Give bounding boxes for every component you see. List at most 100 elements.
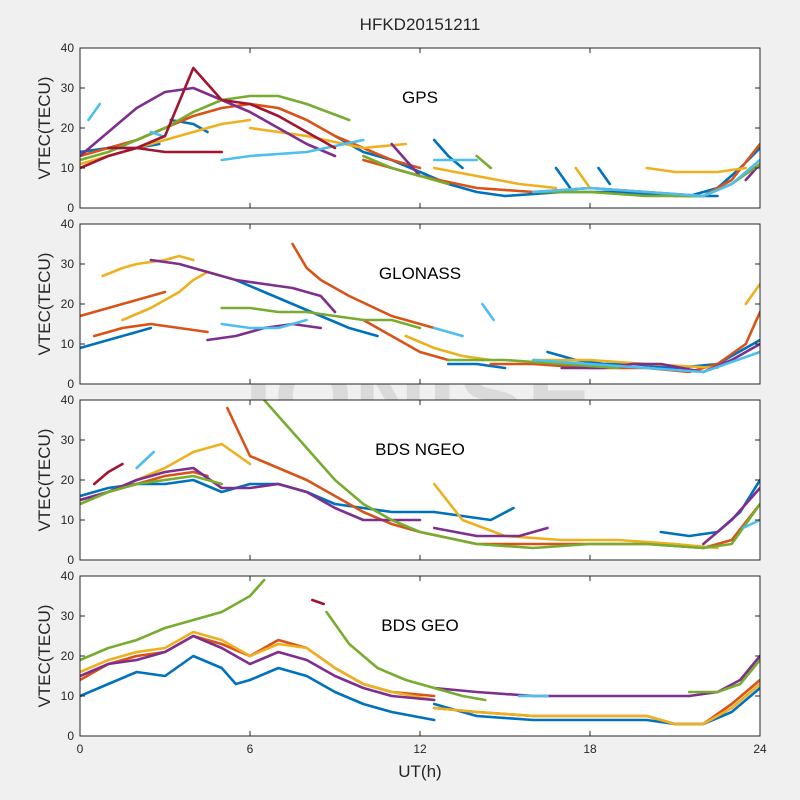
series-line-3 [333,134,507,198]
y-axis-label: VTEC(TECU) [35,77,54,180]
y-tick-label: 0 [67,377,74,391]
series-line-6 [92,322,209,338]
panel-2: 0 10 20 30 40 VTEC(TECU) GLONASS [35,217,761,391]
series-line-8 [80,466,422,522]
y-axis-label: VTEC(TECU) [35,253,54,356]
series-line-2 [432,686,760,726]
figure-title: HFKD20151211 [360,15,481,34]
x-tick-label: 12 [413,742,427,756]
series-line-8 [361,318,450,362]
series-line-9 [432,526,549,538]
panel-label: GLONASS [379,264,461,283]
y-axis-label: VTEC(TECU) [35,605,54,708]
y-tick-label: 10 [61,161,75,175]
series-group [80,578,760,726]
series-line-27 [531,158,760,198]
panel-label: GPS [402,88,438,107]
x-tick-label: 0 [77,742,84,756]
y-tick-label: 30 [61,81,75,95]
series-line-1 [80,654,436,722]
x-tick-label: 24 [753,742,767,756]
series-line-14 [310,598,326,606]
series-line-13 [432,166,558,190]
series-line-1 [80,326,153,350]
series-line-2 [234,278,379,338]
series-line-21 [475,154,493,170]
plot-area [80,400,760,560]
series-line-20 [220,318,309,330]
series-line-29 [107,146,223,154]
series-line-12 [687,658,760,694]
series-line-7 [80,634,436,702]
series-group [80,242,760,374]
series-line-6 [432,682,760,726]
y-tick-label: 10 [61,689,75,703]
series-line-19 [446,358,620,370]
series-line-24 [149,130,164,138]
x-tick-label: 18 [583,742,597,756]
series-line-15 [149,258,337,314]
series-line-7 [597,166,612,186]
panels: 0 10 20 30 40 VTEC(TECU) GPS 0 10 20 30 40 VTEC(TECU… [35,41,767,756]
series-line-11 [325,610,487,702]
series-line-10 [80,578,266,662]
plot-area [80,576,760,736]
y-axis-label: VTEC(TECU) [35,429,54,532]
panel-4: 0 10 20 30 40 0 6 12 18 24 VTEC(TECU) BDS GEO [35,569,767,756]
y-tick-label: 40 [61,569,75,583]
series-line-13 [135,450,155,470]
plot-area [80,224,760,384]
y-tick-label: 10 [61,513,75,527]
y-tick-label: 20 [61,649,75,663]
y-tick-label: 20 [61,297,75,311]
series-line-7 [432,482,719,550]
series-line-4 [432,138,464,170]
series-line-5 [80,290,167,318]
series-line-7 [291,242,436,330]
y-tick-label: 30 [61,609,75,623]
series-line-12 [262,400,760,550]
y-tick-label: 40 [61,393,75,407]
series-line-14 [574,166,592,190]
series-line-28 [80,66,337,170]
series-line-11 [80,474,223,506]
y-tick-label: 20 [61,473,75,487]
series-line-6 [554,166,572,190]
series-line-12 [248,126,408,150]
series-line-8 [432,686,691,698]
series-line-18 [220,306,422,330]
series-group [80,400,760,550]
series-line-19 [80,94,351,162]
series-line-15 [645,166,748,174]
y-tick-label: 0 [67,553,74,567]
x-tick-label: 6 [247,742,254,756]
y-tick-label: 20 [61,121,75,135]
series-line-10 [701,486,760,546]
y-tick-label: 0 [67,201,74,215]
y-tick-label: 30 [61,433,75,447]
panel-label: BDS NGEO [375,440,465,459]
x-axis-label: UT(h) [398,762,441,781]
series-line-14 [744,282,760,306]
series-line-10 [101,254,195,278]
panel-3: 0 10 20 30 40 VTEC(TECU) BDS NGEO [35,393,761,567]
series-line-3 [446,362,507,370]
series-line-5 [80,630,436,702]
panel-label: BDS GEO [381,616,458,635]
series-line-20 [361,154,450,186]
y-tick-label: 40 [61,217,75,231]
series-line-23 [531,350,760,374]
series-line-25 [220,138,365,162]
series-line-22 [480,302,496,322]
series-line-23 [87,102,102,122]
series-line-17 [390,142,422,178]
plot-area [80,48,760,208]
series-line-9 [687,654,760,698]
series-line-15 [92,462,124,486]
series-line-13 [531,358,719,370]
y-tick-label: 30 [61,257,75,271]
y-tick-label: 40 [61,41,75,55]
series-line-12 [404,334,493,362]
series-line-16 [80,86,337,158]
